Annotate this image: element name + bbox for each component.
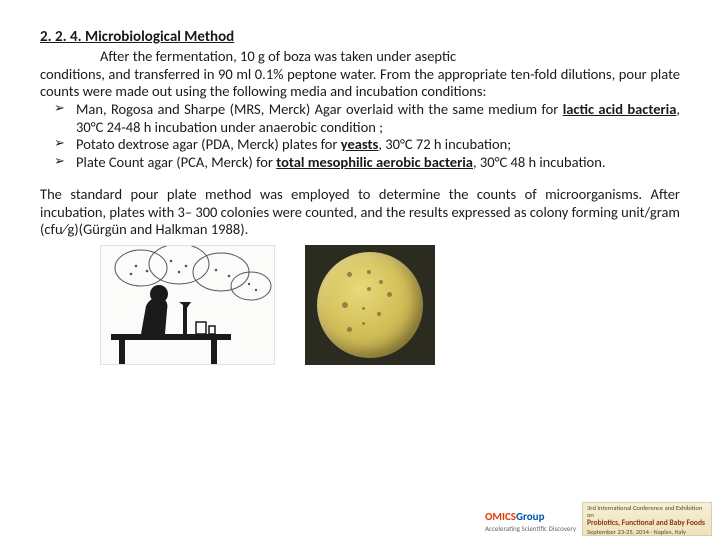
bullet-item-1: Man, Rogosa and Sharpe (MRS, Merck) Agar…	[58, 101, 680, 136]
logo-group: Group	[516, 510, 545, 523]
bullet-item-3: Plate Count agar (PCA, Merck) for total …	[58, 154, 680, 172]
b3-term: total mesophilic aerobic bacteria	[276, 153, 473, 171]
omics-logo: OMICSGroup Accelerating Scientific Disco…	[485, 506, 576, 532]
b2-pre: Potato dextrose agar (PDA, Merck) plates…	[76, 135, 341, 153]
petri-dish	[317, 252, 423, 358]
bullet-item-2: Potato dextrose agar (PDA, Merck) plates…	[58, 136, 680, 154]
document-body: 2. 2. 4. Microbiological Method After th…	[0, 0, 720, 365]
b2-post: , 30°C 72 h incubation;	[378, 135, 511, 153]
b2-term: yeasts	[341, 135, 379, 153]
conference-badge: 3rd International Conference and Exhibit…	[582, 502, 712, 536]
b3-post: , 30°C 48 h incubation.	[473, 153, 606, 171]
b3-pre: Plate Count agar (PCA, Merck) for	[76, 153, 276, 171]
b1-pre: Man, Rogosa and Sharpe (MRS, Merck) Agar…	[76, 100, 563, 118]
scientist-illustration	[100, 245, 275, 365]
intro-line-2: conditions, and transferred in 90 ml 0.1…	[40, 66, 680, 101]
intro-line-1: After the fermentation, 10 g of boza was…	[40, 48, 680, 66]
conf-line3: September 23-25, 2014 · Naples, Italy	[587, 529, 707, 536]
figure-row	[40, 245, 680, 365]
bullet-list: Man, Rogosa and Sharpe (MRS, Merck) Agar…	[40, 101, 680, 172]
section-heading: 2. 2. 4. Microbiological Method	[40, 28, 680, 46]
b1-term: lactic acid bacteria	[563, 100, 677, 118]
petri-dish-photo	[305, 245, 435, 365]
footer: OMICSGroup Accelerating Scientific Disco…	[485, 502, 712, 536]
logo-tagline: Accelerating Scientific Discovery	[485, 525, 576, 532]
conf-line1: 3rd International Conference and Exhibit…	[587, 505, 707, 520]
logo-omics: OMICS	[485, 510, 516, 523]
paragraph-2: The standard pour plate method was emplo…	[40, 186, 680, 239]
